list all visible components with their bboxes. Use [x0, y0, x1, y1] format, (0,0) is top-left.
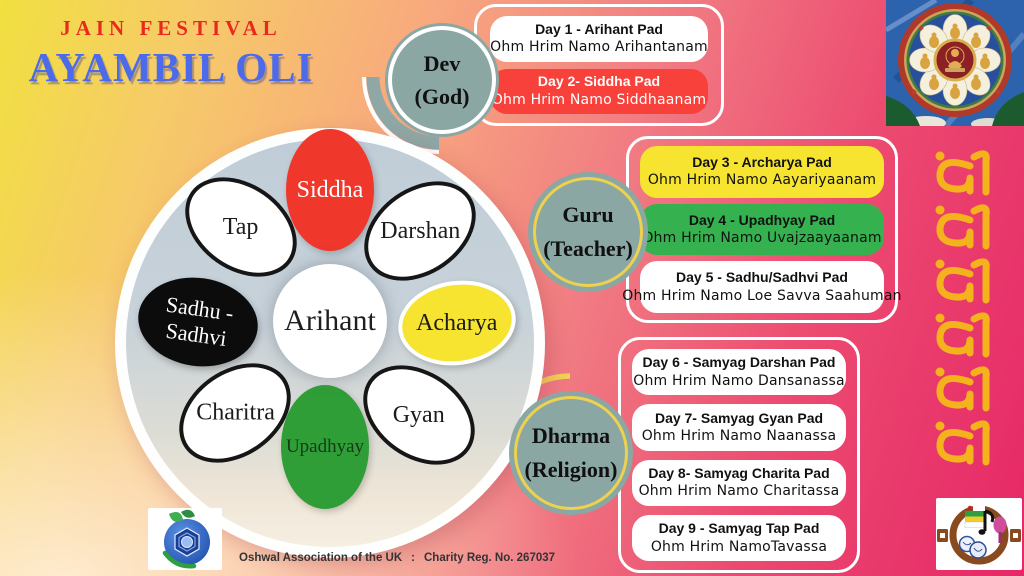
day-card-title: Day 4 - Upadhyay Pad — [688, 211, 836, 228]
petal-label: Tap — [223, 213, 259, 240]
petal-label: Charitra — [195, 399, 275, 426]
badge-dev-god: Dev (God) — [388, 26, 496, 134]
day-card-title: Day 8- Samyag Charita Pad — [648, 464, 830, 481]
badge-guru-teacher: Guru (Teacher) — [533, 177, 643, 287]
day-card-title: Day 7- Samyag Gyan Pad — [654, 409, 824, 426]
devanagari-pam-glyph — [935, 150, 990, 196]
badge-title: Dev — [423, 51, 461, 76]
day-card-4: Day 4 - Upadhyay Pad Ohm Hrim Namo Uvajz… — [640, 203, 884, 256]
day-card-title: Day 3 - Archarya Pad — [692, 153, 832, 170]
day-card-mantra: Ohm Hrim Namo Arihantanam — [490, 39, 708, 56]
panel-guru-days: Day 3 - Archarya Pad Ohm Hrim Namo Aayar… — [622, 136, 902, 323]
bottom-right-emblem-logo — [936, 498, 1022, 570]
badge-subtitle: (Teacher) — [543, 236, 633, 261]
petal-label: Gyan — [393, 401, 445, 428]
day-card-9: Day 9 - Samyag Tap Pad Ohm Hrim NamoTava… — [632, 514, 846, 561]
petal-label: Acharya — [416, 309, 498, 336]
day-card-6: Day 6 - Samyag Darshan Pad Ohm Hrim Namo… — [632, 349, 846, 396]
wheel-center-arihant: Arihant — [273, 264, 387, 378]
footer-colon: : — [411, 552, 415, 564]
badge-subtitle: (God) — [414, 84, 470, 109]
devanagari-pam-glyph — [935, 420, 990, 466]
petal-siddha: Siddha — [286, 129, 374, 251]
footer-text: Oshwal Association of the UK : Charity R… — [239, 552, 555, 564]
day-card-8: Day 8- Samyag Charita Pad Ohm Hrim Namo … — [632, 459, 846, 506]
day-card-title: Day 2- Siddha Pad — [537, 73, 661, 90]
panel-dharma-days: Day 6 - Samyag Darshan Pad Ohm Hrim Namo… — [618, 337, 860, 573]
day-card-1: Day 1 - Arihant Pad Ohm Hrim Namo Arihan… — [490, 16, 708, 62]
panel-dev-days: Day 1 - Arihant Pad Ohm Hrim Namo Arihan… — [474, 4, 724, 126]
poster-kicker: JAIN FESTIVAL — [60, 16, 282, 40]
badge-title: Dharma — [531, 422, 611, 448]
devanagari-pam-glyph — [935, 258, 990, 304]
day-card-mantra: Ohm Hrim Namo Charitassa — [638, 483, 840, 500]
day-card-mantra: Ohm Hrim NamoTavassa — [650, 538, 828, 555]
day-card-mantra: Ohm Hrim Namo Dansanassa — [633, 372, 845, 389]
devanagari-pam-glyph — [935, 204, 990, 250]
poster-title: AYAMBIL OLI — [28, 44, 314, 90]
vertical-devanagari-script — [912, 148, 1016, 478]
devanagari-pam-glyph — [935, 312, 990, 358]
day-card-5: Day 5 - Sadhu/Sadhvi Pad Ohm Hrim Namo L… — [622, 261, 902, 314]
day-card-title: Day 1 - Arihant Pad — [535, 20, 663, 37]
footer-org: Oshwal Association of the UK — [239, 552, 403, 564]
title-block: JAIN FESTIVAL AYAMBIL OLI — [20, 16, 322, 91]
day-card-7: Day 7- Samyag Gyan Pad Ohm Hrim Namo Naa… — [632, 404, 846, 451]
day-card-2: Day 2- Siddha Pad Ohm Hrim Namo Siddhaan… — [490, 68, 708, 114]
petal-label: Darshan — [380, 217, 460, 244]
day-card-mantra: Ohm Hrim Namo Naanassa — [641, 428, 837, 445]
day-card-title: Day 6 - Samyag Darshan Pad — [642, 354, 836, 371]
day-card-mantra: Ohm Hrim Namo Loe Savva Saahuman — [622, 287, 902, 304]
day-card-mantra: Ohm Hrim Namo Siddhaanam — [491, 91, 707, 108]
day-card-title: Day 5 - Sadhu/Sadhvi Pad — [676, 269, 848, 286]
day-card-mantra: Ohm Hrim Namo Uvajzaayaanam — [642, 230, 882, 247]
day-card-mantra: Ohm Hrim Namo Aayariyaanam — [647, 172, 877, 189]
petal-label: Siddha — [296, 176, 364, 203]
day-card-3: Day 3 - Archarya Pad Ohm Hrim Namo Aayar… — [640, 146, 884, 198]
petal-label: Upadhyay — [285, 436, 365, 457]
badge-subtitle: (Religion) — [524, 457, 618, 482]
devanagari-pam-glyph — [935, 366, 990, 412]
badge-dharma-religion: Dharma (Religion) — [514, 396, 628, 510]
oshwal-association-logo — [148, 508, 222, 570]
badge-title: Guru — [562, 201, 614, 227]
day-card-title: Day 9 - Samyag Tap Pad — [658, 520, 820, 537]
footer-charity-reg: Charity Reg. No. 267037 — [424, 552, 556, 564]
petal-upadhyay: Upadhyay — [281, 385, 369, 509]
siddhachakra-painting-image — [886, 0, 1024, 126]
